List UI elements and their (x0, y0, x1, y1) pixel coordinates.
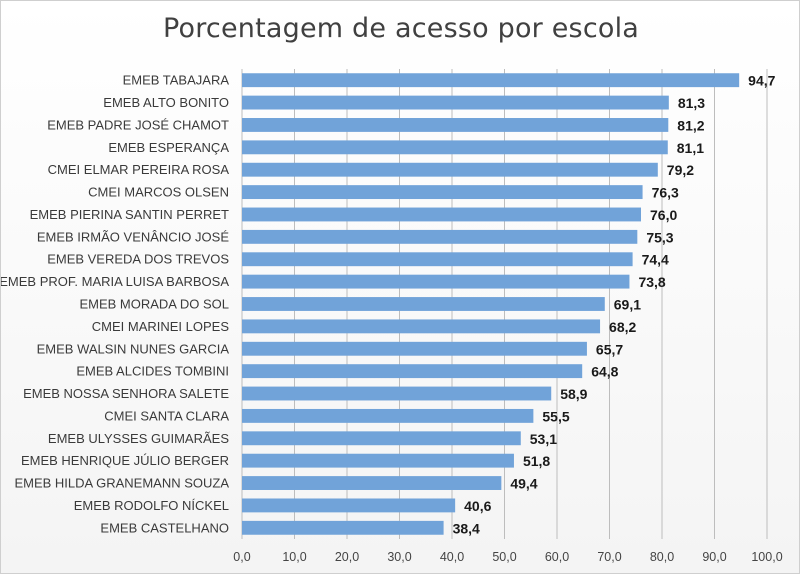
bar (242, 297, 605, 311)
category-label: CMEI MARCOS OLSEN (88, 185, 229, 200)
x-tick-label: 90,0 (702, 550, 726, 564)
data-label: 49,4 (510, 476, 537, 492)
data-label: 81,2 (677, 117, 704, 133)
x-tick-label: 50,0 (492, 550, 516, 564)
bar (242, 207, 641, 222)
category-label: EMEB PADRE JOSÉ CHAMOT (47, 117, 229, 132)
chart-title: Porcentagem de acesso por escola (162, 13, 640, 44)
category-label: EMEB RODOLFO NÍCKEL (74, 498, 229, 513)
data-label: 79,2 (667, 162, 694, 178)
category-label: EMEB NOSSA SENHORA SALETE (23, 386, 229, 401)
bar (242, 162, 658, 177)
x-tick-label: 0,0 (233, 550, 250, 564)
bar (242, 341, 587, 356)
data-label: 76,3 (652, 185, 679, 201)
category-label: EMEB MORADA DO SOL (79, 297, 229, 312)
bar (242, 73, 740, 88)
category-label: EMEB HENRIQUE JÚLIO BERGER (21, 453, 229, 468)
bar (242, 229, 638, 244)
bar (242, 118, 669, 132)
x-tick-label: 100,0 (751, 550, 782, 564)
category-label: EMEB CASTELHANO (100, 520, 229, 535)
data-label: 74,4 (642, 252, 669, 268)
data-label: 65,7 (596, 341, 623, 357)
category-label: EMEB VEREDA DOS TREVOS (47, 252, 229, 267)
bar (242, 252, 633, 267)
data-label: 81,1 (677, 140, 704, 156)
category-label: CMEI MARINEI LOPES (92, 319, 230, 334)
bar (242, 520, 444, 535)
category-label: CMEI ELMAR PEREIRA ROSA (48, 162, 230, 177)
category-label: EMEB IRMÃO VENÂNCIO JOSÉ (37, 229, 229, 244)
data-label: 53,1 (530, 431, 557, 447)
x-tick-label: 80,0 (650, 550, 674, 564)
bar (242, 95, 669, 110)
x-tick-label: 10,0 (282, 550, 306, 564)
data-label: 68,2 (609, 319, 636, 335)
bar (242, 140, 668, 155)
data-label: 64,8 (591, 364, 618, 380)
bar (242, 453, 514, 468)
bar (242, 364, 583, 379)
category-label: EMEB ESPERANÇA (108, 140, 229, 155)
data-label: 55,5 (542, 408, 569, 424)
data-label: 76,0 (650, 207, 677, 223)
bar (242, 319, 601, 334)
data-label: 40,6 (464, 498, 491, 514)
category-label: EMEB TABAJARA (123, 73, 230, 88)
category-label: EMEB ULYSSES GUIMARÃES (48, 431, 229, 446)
category-label: EMEB WALSIN NUNES GARCIA (37, 341, 230, 356)
bar (242, 431, 521, 446)
data-label: 81,3 (678, 95, 705, 111)
category-label: EMEB HILDA GRANEMANN SOUZA (14, 476, 229, 491)
bar (242, 498, 456, 513)
bar (242, 476, 502, 490)
data-label: 38,4 (453, 520, 480, 536)
x-tick-label: 20,0 (335, 550, 359, 564)
data-label: 58,9 (560, 386, 587, 402)
data-label: 73,8 (638, 274, 665, 290)
x-tick-label: 70,0 (597, 550, 621, 564)
data-label: 94,7 (748, 73, 775, 89)
category-label: EMEB PIERINA SANTIN PERRET (30, 207, 229, 222)
x-tick-label: 40,0 (440, 550, 464, 564)
bar (242, 274, 630, 289)
category-label: CMEI SANTA CLARA (104, 408, 229, 423)
category-label: EMEB PROF. MARIA LUISA BARBOSA (1, 274, 229, 289)
category-label: EMEB ALCIDES TOMBINI (76, 364, 229, 379)
data-label: 75,3 (646, 229, 673, 245)
x-tick-label: 30,0 (387, 550, 411, 564)
bar (242, 185, 643, 200)
x-tick-label: 60,0 (545, 550, 569, 564)
data-label: 51,8 (523, 453, 550, 469)
category-label: EMEB ALTO BONITO (103, 95, 229, 110)
bar (242, 408, 534, 423)
bar (242, 386, 552, 401)
data-label: 69,1 (614, 297, 641, 313)
